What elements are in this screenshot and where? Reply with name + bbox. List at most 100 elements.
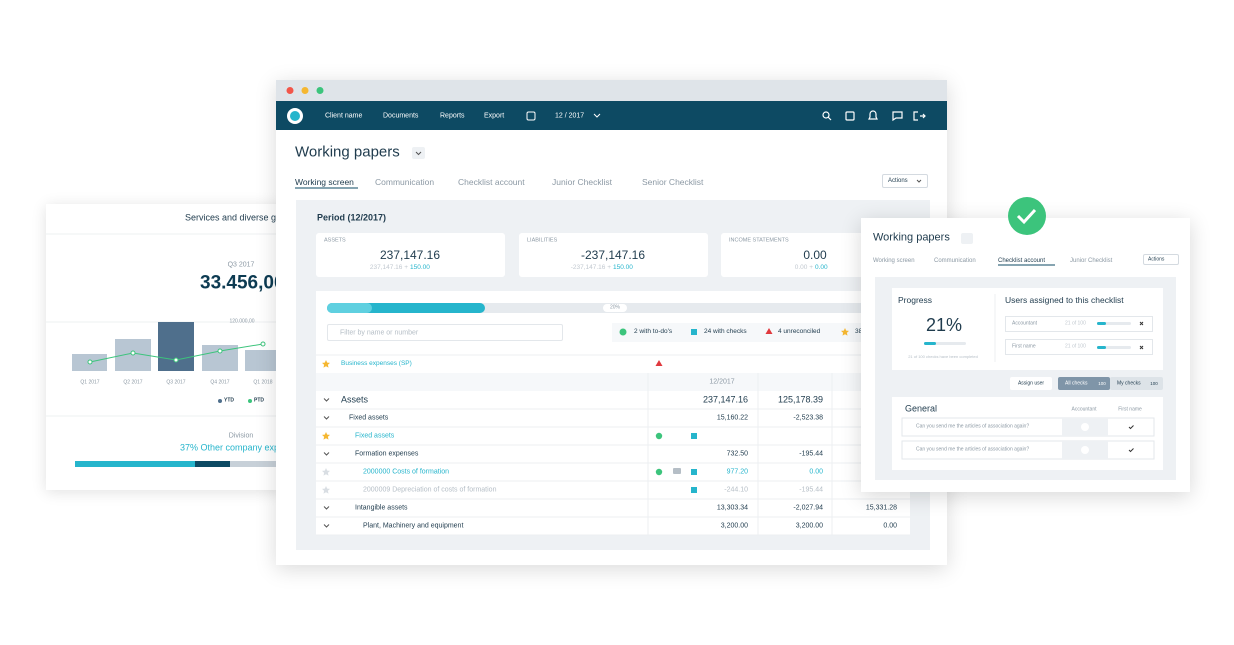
status-icon [691,469,697,475]
filter-toggle[interactable] [1110,377,1163,390]
status-icon [655,432,663,440]
column-label: Accountant [1071,406,1097,413]
peak-label: 120.000,00 [229,318,255,325]
row-value: 977.20 [726,468,748,476]
tab[interactable]: Junior Checklist [1070,258,1113,264]
x-label: Q1 2017 [80,379,100,386]
user-role: Accountant [1012,320,1038,327]
progress-value: 21% [925,315,963,335]
row-name: Plant, Machinery and equipment [363,522,464,530]
status-icon [655,360,663,366]
expand-chevron [323,416,330,420]
summary-label: LIABILITIES [527,237,558,244]
actions-label: Actions [1148,256,1165,263]
nav-item[interactable]: Export [484,112,505,120]
division-bar [230,461,280,467]
user-count: 21 of 100 [1065,320,1086,327]
trend-points [87,341,266,365]
chevron [593,113,601,118]
row-value: -2,027.94 [793,504,823,512]
summary-sub: 237,147.16 + [369,263,408,271]
window-dot [316,87,324,94]
legend-label: 4 unreconciled [778,327,821,335]
status-icon [691,433,697,439]
title-dropdown[interactable] [961,233,973,244]
star[interactable] [322,360,330,368]
user-progress [1097,322,1106,325]
tab[interactable]: Communication [934,258,976,264]
progress-card [892,288,1163,370]
tab[interactable]: Senior Checklist [642,176,704,187]
nav-item[interactable]: Client name [325,112,363,120]
column-header [316,373,910,391]
period-select[interactable]: 12 / 2017 [555,112,585,120]
filter-count: 100 [1150,380,1158,386]
tab[interactable]: Communication [375,176,435,187]
star [322,432,330,440]
star [322,468,330,476]
chevron [916,179,922,183]
check-toggle[interactable] [1081,446,1089,454]
user-progress [1097,346,1106,349]
period: Q3 2017 [227,261,255,269]
tab[interactable]: Working screen [873,258,915,264]
actions-button[interactable] [882,174,928,188]
filter-toggle-active[interactable] [1058,377,1110,390]
row-name: Fixed assets [355,432,395,440]
division-bar [75,461,195,467]
summary-sub: 0.00 + [794,263,813,271]
summary-delta: 150.00 [410,263,430,271]
expand-chevron [323,524,330,528]
window-dot [286,87,294,94]
summary-delta: 150.00 [613,263,633,271]
legend-icon [619,328,627,336]
question: Can you send me the articles of associat… [916,446,1030,453]
tab[interactable]: Junior Checklist [552,176,612,187]
legend-label: 2 with to-do's [634,327,673,335]
period-heading: Period (12/2017) [317,212,387,223]
assign-button[interactable] [1010,377,1052,390]
nav-icons[interactable] [822,110,926,122]
title-dropdown[interactable] [412,147,425,159]
actions-label: Actions [888,178,908,184]
summary-card [316,233,505,277]
row-name: Fixed assets [349,414,389,422]
amount: 33.456,00 [200,272,285,294]
summary-delta: 0.00 [815,263,828,271]
tab[interactable]: Working screen [295,176,354,187]
nav-bar [276,101,947,130]
legend-bar [612,323,910,342]
division-text: 37% Other company exp [180,442,280,453]
status-icon [691,487,697,493]
filter-input[interactable] [327,324,563,341]
checkmarks [1128,425,1134,453]
nav-item[interactable]: Documents [383,112,419,120]
row-value: 125,178.39 [777,394,823,405]
actions-button[interactable] [1143,254,1179,265]
progress-badge [603,304,627,312]
check-toggle[interactable] [1081,423,1089,431]
legend-label: 24 with checks [704,327,747,335]
x-label: Q1 2018 [253,379,273,386]
expand-chevron [323,506,330,510]
pinned-row: Business expenses (SP) [341,359,412,367]
remove-icons[interactable] [1139,321,1144,350]
legend-label: YTD [224,397,234,404]
status-icon [655,468,663,476]
calendar-icon[interactable] [526,111,536,121]
tab[interactable]: Checklist account [458,176,525,187]
row-value: 0.00 [883,522,897,530]
filter-label: All checks [1065,380,1088,387]
nav-item[interactable]: Reports [440,112,465,120]
legend-icon [841,328,849,336]
tab[interactable]: Checklist account [998,258,1046,264]
popup-title: Working papers [873,231,950,244]
progress-label: 20% [609,304,621,311]
question-row [901,440,1155,460]
